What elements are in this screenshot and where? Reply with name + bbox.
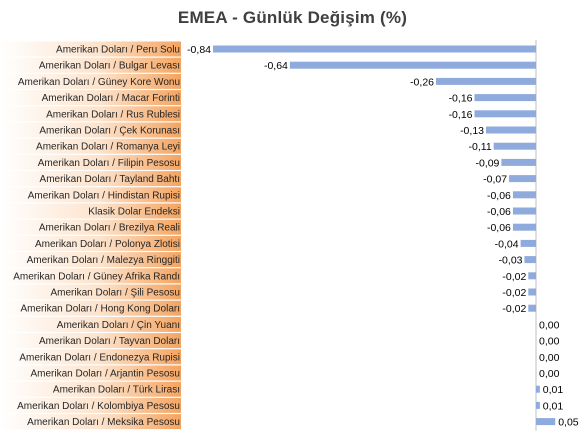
category-label-band <box>0 57 181 73</box>
category-label-band <box>0 138 181 154</box>
data-label: 0,01 <box>543 384 564 396</box>
category-label-band <box>0 333 181 349</box>
bar <box>486 126 536 134</box>
category-label: Amerikan Doları / Kolombiya Pesosu <box>17 401 180 412</box>
category-label: Amerikan Doları / Tayland Bahtı <box>40 174 180 185</box>
bar <box>536 418 556 426</box>
category-label: Amerikan Doları / Polonya Zlotisi <box>35 239 180 250</box>
data-label: 0,00 <box>539 319 560 331</box>
bar <box>493 142 536 150</box>
bar <box>512 191 536 199</box>
category-label-band <box>0 365 181 381</box>
bar <box>289 61 536 69</box>
bar <box>524 256 536 264</box>
data-label: 0,01 <box>543 400 564 412</box>
data-label: 0,00 <box>539 368 560 380</box>
category-label-band <box>0 122 181 138</box>
data-label: -0,04 <box>495 238 519 250</box>
data-label: -0,06 <box>487 190 511 202</box>
category-label-band <box>0 203 181 219</box>
category-label: Amerikan Doları / Şili Pesosu <box>51 288 181 299</box>
category-label: Amerikan Doları / Rus Rublesi <box>46 109 180 120</box>
bar <box>512 223 536 231</box>
category-label: Amerikan Doları / Romanya Leyi <box>36 142 180 153</box>
category-label-band <box>0 187 181 203</box>
category-label: Amerikan Doları / Çek Korunası <box>39 126 180 137</box>
category-label: Amerikan Doları / Arjantin Pesosu <box>30 369 180 380</box>
category-label-band <box>0 41 181 57</box>
data-label: -0,02 <box>502 303 526 315</box>
bar <box>474 94 536 102</box>
data-label: -0,64 <box>264 60 288 72</box>
data-label: -0,16 <box>449 109 473 121</box>
category-label-band <box>0 171 181 187</box>
bar <box>536 401 540 409</box>
category-label-band <box>0 235 181 251</box>
category-label: Amerikan Doları / Malezya Ringgiti <box>27 255 180 266</box>
category-label-band <box>0 349 181 365</box>
category-label: Amerikan Doları / Brezilya Reali <box>39 223 180 234</box>
category-label-band <box>0 219 181 235</box>
data-label: -0,07 <box>483 174 507 186</box>
category-label-band <box>0 268 181 284</box>
category-label: Amerikan Doları / Tayvan Doları <box>39 336 180 347</box>
bar <box>536 385 540 393</box>
category-label: Amerikan Doları / Hong Kong Doları <box>20 304 180 315</box>
data-label: -0,09 <box>475 157 499 169</box>
data-label: -0,06 <box>487 206 511 218</box>
bar <box>509 175 536 183</box>
category-label-band <box>0 106 181 122</box>
category-label: Amerikan Doları / Türk Lirası <box>53 385 180 396</box>
bar <box>512 207 536 215</box>
bar <box>520 239 536 247</box>
category-label: Amerikan Doları / Meksika Pesosu <box>27 417 180 428</box>
bar <box>213 45 536 53</box>
category-label: Amerikan Doları / Endonezya Rupisi <box>19 352 180 363</box>
category-label: Amerikan Doları / Çin Yuanı <box>57 320 180 331</box>
category-label-band <box>0 73 181 89</box>
data-label: 0,05 <box>558 417 579 429</box>
data-label: -0,06 <box>487 222 511 234</box>
bar <box>528 304 536 312</box>
category-label-band <box>0 154 181 170</box>
data-label: -0,13 <box>460 125 484 137</box>
data-label: -0,11 <box>469 141 492 153</box>
data-label: -0,26 <box>410 76 434 88</box>
bar <box>474 110 536 118</box>
category-label-band <box>0 381 181 397</box>
category-label: Klasik Dolar Endeksi <box>88 207 180 218</box>
category-label-band <box>0 414 181 430</box>
data-label: -0,02 <box>502 287 526 299</box>
category-label-band <box>0 316 181 332</box>
category-label: Amerikan Doları / Hindistan Rupisi <box>28 190 180 201</box>
data-label: 0,00 <box>539 352 560 364</box>
chart-title: EMEA - Günlük Değişim (%) <box>177 8 408 27</box>
category-label-band <box>0 90 181 106</box>
category-label-band <box>0 397 181 413</box>
bar <box>436 77 536 85</box>
data-label: -0,03 <box>499 255 523 267</box>
category-label-band <box>0 252 181 268</box>
data-label: -0,02 <box>502 271 526 283</box>
category-label: Amerikan Doları / Macar Forinti <box>42 93 180 104</box>
category-label-band <box>0 300 181 316</box>
category-label: Amerikan Doları / Güney Afrika Randı <box>13 271 180 282</box>
category-label: Amerikan Doları / Peru Solu <box>56 45 180 56</box>
data-label: 0,00 <box>539 336 560 348</box>
bar <box>528 288 536 296</box>
category-label: Amerikan Doları / Filipin Pesosu <box>38 158 180 169</box>
data-label: -0,16 <box>449 93 473 105</box>
category-label: Amerikan Doları / Güney Kore Wonu <box>18 77 180 88</box>
category-label-band <box>0 284 181 300</box>
data-label: -0,84 <box>187 44 211 56</box>
bar <box>528 272 536 280</box>
bar <box>501 158 536 166</box>
category-label: Amerikan Doları / Bulgar Levası <box>39 61 180 72</box>
